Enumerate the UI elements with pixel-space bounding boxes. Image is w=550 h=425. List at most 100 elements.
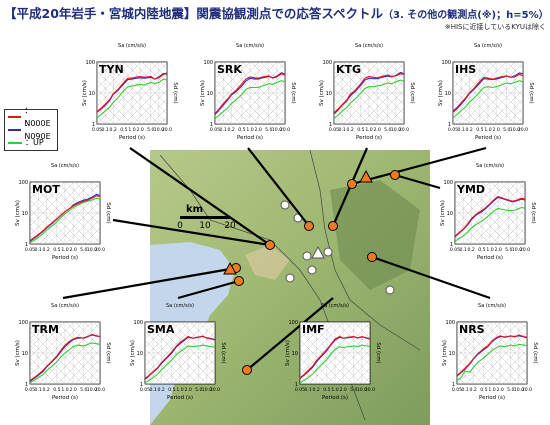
x-tick-label: 5.0: [80, 387, 87, 393]
x-axis-label: Period (s): [477, 255, 503, 261]
x-tick-label: 0.05: [329, 127, 339, 133]
x-tick-label: 20.0: [280, 127, 290, 133]
spectrum-panel-nrs: NRS Sa (cm/s/s) 0.05 0.1 0.2 0.5 1.0 2.0 5.0 10.0…: [440, 300, 540, 408]
other-station-marker: [385, 285, 395, 295]
x-tick-label: 0.1: [34, 387, 41, 393]
x-tick-label: 0.5: [120, 127, 127, 133]
panel-title: TYN: [99, 63, 124, 76]
spectrum-chart: NRS Sa (cm/s/s) 0.05 0.1 0.2 0.5 1.0 2.0 5.0 10.0…: [442, 303, 538, 401]
spectrum-panel-tyn: TYN Sa (cm/s/s) 0.05 0.1 0.2 0.5 1.0 2.0 5.0 10.0…: [80, 40, 180, 148]
series-line-n000e: [457, 334, 527, 376]
x-axis-label: Period (s): [356, 135, 382, 141]
x-tick-label: 20.0: [95, 387, 105, 393]
y-tick-label: 10: [22, 211, 28, 217]
y-tick-label: 1: [25, 382, 28, 388]
grid-line: [501, 358, 527, 384]
x-tick-label: 0.2: [313, 387, 320, 393]
series-group: [334, 71, 404, 119]
series-line-n000e: [453, 73, 523, 112]
legend-label: ：N090E: [24, 118, 51, 141]
y-axis-label: Sv (cm/s): [442, 340, 448, 366]
sd-axis-label: Sd (cm): [528, 82, 534, 103]
grid-line: [250, 89, 285, 124]
grid-line: [268, 107, 285, 124]
x-tick-label: 5.0: [350, 387, 357, 393]
spectrum-chart: TYN Sa (cm/s/s) 0.05 0.1 0.2 0.5 1.0 2.0 5.0 10.0…: [82, 43, 178, 141]
grid-line: [490, 182, 525, 217]
x-tick-label: 2.0: [492, 127, 499, 133]
x-tick-label: 2.0: [496, 387, 503, 393]
x-tick-label: 0.2: [228, 127, 235, 133]
series-line-up: [97, 78, 167, 119]
sd-axis-label: Sd (cm): [220, 342, 226, 363]
x-axis-label: Period (s): [119, 135, 145, 141]
other-station-marker: [307, 265, 317, 275]
y-axis-label: Sv (cm/s): [319, 80, 325, 106]
series-group: [215, 72, 285, 119]
spectrum-chart: SMA Sa (cm/s/s) 0.05 0.1 0.2 0.5 1.0 2.0 5.0 10.0…: [130, 303, 226, 401]
x-tick-label: 0.05: [450, 247, 460, 253]
x-tick-label: 1.0: [246, 127, 253, 133]
x-tick-label: 10.0: [202, 387, 212, 393]
series-group: [145, 335, 215, 384]
sa-axis-label: Sa (cm/s/s): [51, 163, 79, 169]
panel-title: YMD: [456, 183, 485, 196]
spectrum-panel-trm: TRM Sa (cm/s/s) 0.05 0.1 0.2 0.5 1.0 2.0 5.0 10.0…: [13, 300, 113, 408]
series-line-up: [215, 80, 285, 119]
map-plain: [245, 245, 290, 280]
grid-line: [83, 227, 100, 244]
x-tick-label: 20.0: [162, 127, 172, 133]
x-tick-label: 0.05: [140, 387, 150, 393]
panel-title: KTG: [336, 63, 361, 76]
x-tick-label: 0.2: [158, 387, 165, 393]
scale-tick-1: 10: [199, 221, 211, 231]
x-tick-label: 1.0: [128, 127, 135, 133]
grid: [457, 322, 527, 384]
grid: [97, 62, 167, 124]
x-tick-label: 0.1: [219, 127, 226, 133]
grid: [455, 182, 525, 244]
sa-axis-label: Sa (cm/s/s): [478, 303, 506, 309]
x-tick-label: 2.0: [69, 387, 76, 393]
grid-line: [344, 322, 370, 348]
y-tick-label: 100: [18, 180, 28, 186]
grid-line: [387, 107, 404, 124]
grid-line: [65, 349, 100, 384]
grid-line: [499, 218, 525, 244]
y-axis-label: Sv (cm/s): [438, 80, 444, 106]
grid-line: [83, 322, 100, 339]
x-tick-label: 20.0: [365, 387, 375, 393]
legend-swatch: [8, 141, 22, 144]
sa-axis-label: Sa (cm/s/s): [476, 163, 504, 169]
series-line-up: [300, 344, 370, 384]
x-tick-label: 0.2: [43, 387, 50, 393]
x-tick-label: 0.05: [452, 387, 462, 393]
legend-item-n090e: ：N090E: [5, 119, 57, 141]
x-tick-label: 10.0: [391, 127, 401, 133]
y-axis-label: Sv (cm/s): [440, 200, 446, 226]
grid: [334, 62, 404, 124]
sd-axis-label: Sd (cm): [375, 342, 381, 363]
series-line-n000e: [30, 333, 100, 381]
panel-title: MOT: [32, 183, 60, 196]
legend-item-up: ：UP: [5, 136, 57, 149]
sa-axis-label: Sa (cm/s/s): [474, 43, 502, 49]
grid-line: [508, 182, 525, 199]
x-tick-label: 10.0: [512, 247, 522, 253]
x-tick-label: 0.5: [53, 387, 60, 393]
x-tick-label: 10.0: [154, 127, 164, 133]
x-tick-label: 2.0: [339, 387, 346, 393]
x-tick-label: 5.0: [507, 387, 514, 393]
series-line-up: [457, 343, 527, 381]
legend: ：N000E ：N090E ：UP: [4, 106, 58, 151]
grid-line: [353, 367, 370, 384]
y-tick-label: 10: [292, 351, 298, 357]
grid-line: [74, 358, 100, 384]
series-group: [30, 193, 100, 244]
grid: [215, 62, 285, 124]
panel-title: NRS: [459, 323, 485, 336]
grid-line: [353, 322, 370, 339]
sd-axis-label: Sd (cm): [530, 202, 536, 223]
x-tick-label: 5.0: [147, 127, 154, 133]
series-line-n000e: [145, 335, 215, 379]
